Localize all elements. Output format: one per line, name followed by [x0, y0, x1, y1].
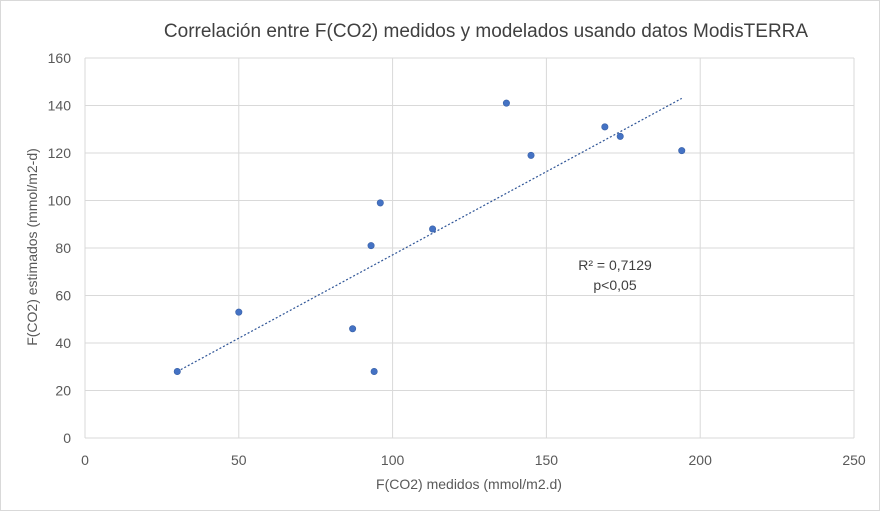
data-point: [367, 242, 375, 250]
y-tick-label: 140: [48, 98, 72, 114]
x-axis-label: F(CO2) medidos (mmol/m2.d): [376, 476, 562, 492]
gridlines: [84, 57, 855, 439]
y-tick-label: 40: [55, 335, 71, 351]
data-point: [173, 367, 181, 375]
y-tick-label: 0: [63, 430, 71, 446]
y-tick-label: 120: [48, 145, 72, 161]
x-tick-label: 0: [81, 452, 89, 468]
y-axis-label: F(CO2) estimados (mmol/m2-d): [24, 148, 40, 346]
data-point: [678, 147, 686, 155]
data-point: [601, 123, 609, 131]
x-tick-label: 250: [842, 452, 866, 468]
data-point: [429, 225, 437, 233]
r-squared-annotation: R² = 0,7129: [578, 257, 652, 273]
data-point: [349, 325, 357, 333]
x-tick-label: 50: [231, 452, 247, 468]
data-point: [502, 99, 510, 107]
data-point: [370, 367, 378, 375]
chart-title: Correlación entre F(CO2) medidos y model…: [164, 21, 808, 42]
trendline: [176, 97, 683, 373]
data-point: [616, 132, 624, 140]
tick-labels: 0 20 40 60 80 100 120 140 160 0 50 100 150 200 250: [48, 50, 866, 468]
y-tick-label: 80: [55, 240, 71, 256]
data-point: [527, 151, 535, 159]
y-tick-label: 100: [48, 193, 72, 209]
x-tick-label: 200: [689, 452, 713, 468]
data-point: [376, 199, 384, 207]
p-value-annotation: p<0,05: [593, 277, 636, 293]
trendline-group: [176, 97, 683, 373]
data-point: [235, 308, 243, 316]
x-tick-label: 100: [381, 452, 405, 468]
y-tick-label: 20: [55, 383, 71, 399]
y-tick-label: 60: [55, 288, 71, 304]
data-points: [173, 99, 686, 375]
x-tick-label: 150: [535, 452, 559, 468]
y-tick-label: 160: [48, 50, 72, 66]
